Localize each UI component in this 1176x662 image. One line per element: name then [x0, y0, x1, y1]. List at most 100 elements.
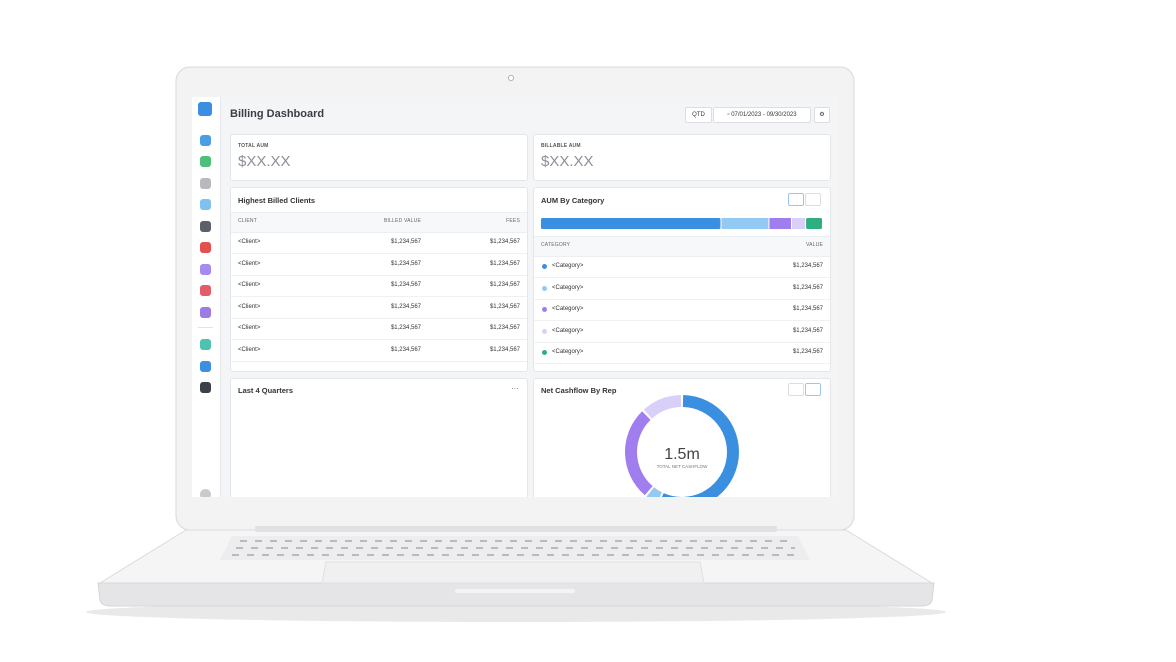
card-title: Last 4 Quarters — [238, 386, 294, 395]
table-cell: <Client> — [238, 282, 261, 288]
chart-toggle[interactable] — [788, 383, 804, 396]
category-name: <Category> — [552, 349, 584, 355]
table-header — [231, 212, 527, 233]
table-cell: $1,234,567 — [390, 303, 421, 310]
donut-segment — [643, 395, 682, 419]
keys — [232, 540, 800, 556]
table-cell: <Client> — [238, 346, 261, 353]
kpi-label: TOTAL AUM — [238, 143, 269, 149]
column-header: BILLED VALUE — [383, 218, 421, 224]
table-cell: $1,234,567 — [489, 260, 520, 267]
kpi-card: TOTAL AUM $XX.XX — [230, 134, 528, 181]
nav-icon[interactable] — [200, 361, 211, 372]
notch — [455, 589, 575, 593]
table-cell: $1,234,567 — [390, 346, 421, 353]
settings-button[interactable]: ⚙ — [814, 107, 830, 123]
table-cell: <Client> — [238, 260, 261, 267]
row-divider — [231, 253, 527, 254]
table-cell: $1,234,567 — [390, 239, 421, 245]
nav-icon[interactable] — [200, 339, 211, 350]
table-cell: $1,234,567 — [489, 346, 520, 353]
front-edge — [97, 582, 935, 607]
bar-segment — [806, 218, 822, 229]
cashflow-card: Net Cashflow By Rep 1.5m TOTAL NET CASHFL… — [533, 378, 831, 497]
card-title: Net Cashflow By Rep — [541, 386, 617, 395]
logo[interactable] — [198, 102, 212, 116]
bar-segment — [541, 218, 721, 229]
row-divider — [534, 277, 830, 278]
category-name: <Category> — [552, 284, 584, 291]
row-divider — [231, 360, 527, 362]
legend-dot — [542, 328, 547, 334]
kpi-value: $XX.XX — [238, 153, 291, 170]
nav-icon[interactable] — [200, 382, 211, 393]
category-name: <Category> — [552, 306, 584, 312]
category-name: <Category> — [552, 327, 584, 334]
chart-toggle[interactable] — [788, 193, 804, 206]
legend-dot — [542, 264, 547, 269]
row-divider — [231, 317, 527, 319]
nav-icon[interactable] — [200, 178, 211, 189]
nav-icon[interactable] — [200, 242, 211, 253]
more-menu[interactable]: ··· — [511, 384, 519, 393]
table-cell: $1,234,567 — [489, 239, 520, 245]
divider — [198, 327, 213, 328]
donut-segment — [646, 487, 663, 497]
trackpad — [321, 561, 705, 584]
donut-total-label: TOTAL NET CASHFLOW — [657, 464, 709, 469]
nav-icon[interactable] — [200, 285, 211, 296]
table-cell: $1,234,567 — [489, 303, 520, 310]
pie-toggle[interactable] — [805, 193, 821, 206]
column-header: CLIENT — [238, 218, 257, 224]
donut-segment — [661, 395, 739, 497]
row-divider — [534, 363, 830, 364]
legend-dot — [542, 350, 547, 355]
legend-dot — [542, 285, 547, 291]
category-value: $1,234,567 — [792, 263, 823, 269]
category-value: $1,234,567 — [792, 327, 823, 334]
nav-icon[interactable] — [200, 307, 211, 318]
kpi-value: $XX.XX — [541, 153, 594, 170]
date-range[interactable]: ▫ 07/01/2023 - 09/30/2023 — [713, 107, 811, 123]
hinge — [255, 526, 777, 532]
nav-icon[interactable] — [200, 199, 211, 210]
table-cell: <Client> — [238, 239, 261, 245]
nav-icon[interactable] — [200, 264, 211, 275]
row-divider — [534, 298, 830, 300]
card-title: AUM By Category — [541, 196, 605, 205]
page-title: Billing Dashboard — [230, 108, 325, 120]
bar-segment — [791, 218, 806, 229]
nav-icon[interactable] — [200, 135, 211, 146]
clients-card: Highest Billed Clients CLIENT BILLED VALU… — [230, 187, 528, 372]
row-divider — [231, 339, 527, 340]
nav-icon[interactable] — [200, 221, 211, 232]
date-range-text: 07/01/2023 - 09/30/2023 — [731, 112, 797, 118]
camera — [507, 74, 515, 82]
kpi-card: BILLABLE AUM $XX.XX — [533, 134, 831, 181]
shadow — [86, 602, 946, 622]
legend-dot — [542, 307, 547, 312]
nav-icon[interactable] — [200, 156, 211, 167]
category-value: $1,234,567 — [792, 284, 823, 291]
table-cell: $1,234,567 — [489, 282, 520, 288]
table-cell: $1,234,567 — [390, 325, 421, 331]
row-divider — [534, 341, 830, 343]
table-cell: <Client> — [238, 325, 261, 331]
bar-segment — [769, 218, 791, 229]
keyboard — [220, 536, 810, 560]
screen: Billing Dashboard QTD ▫ 07/01/2023 - 09/… — [192, 97, 838, 497]
stacked-bar — [541, 218, 822, 229]
quarters-card: Last 4 Quarters ··· $3K$2K$1K — [230, 378, 528, 497]
calendar-icon: ▫ — [727, 112, 732, 118]
row-divider — [534, 320, 830, 321]
donut-total: 1.5m — [664, 446, 700, 463]
table-cell: $1,234,567 — [390, 282, 421, 288]
category-value: $1,234,567 — [792, 306, 823, 312]
nav-icon[interactable] — [200, 489, 211, 497]
period-button[interactable]: QTD — [685, 107, 712, 123]
pie-toggle[interactable] — [805, 383, 821, 396]
aum-card: AUM By Category CATEGORY VALUE <Category> $… — [533, 187, 831, 372]
table-cell: $1,234,567 — [390, 260, 421, 267]
